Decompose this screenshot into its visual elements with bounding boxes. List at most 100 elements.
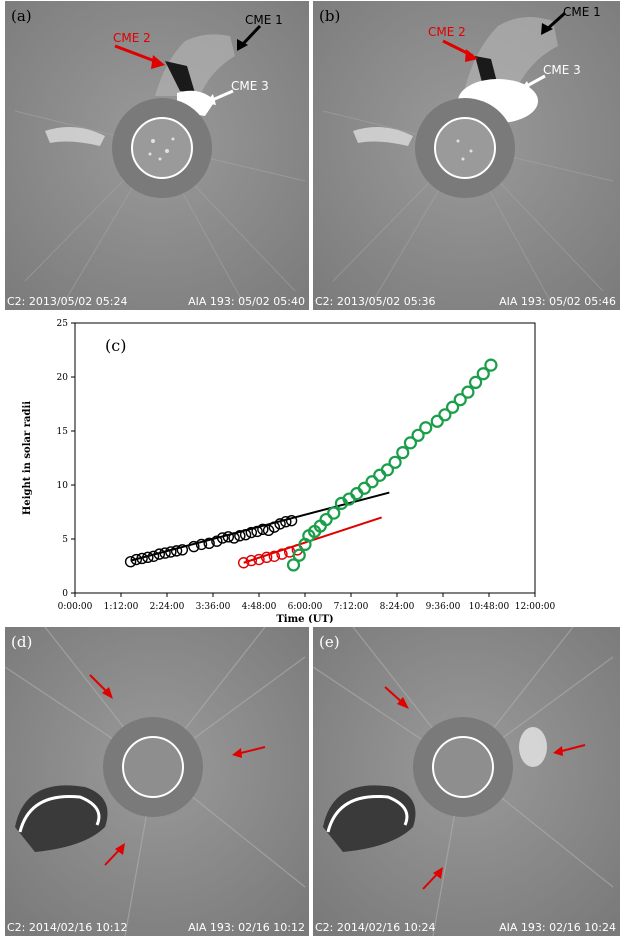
data-point [357,481,372,495]
data-point [396,446,410,460]
data-point [234,530,246,542]
x-tick-label: 8:24:00 [380,602,415,612]
annotation-cme3-b: CME 3 [543,63,581,77]
panel-label-c: (c) [105,336,126,355]
chart-svg: 0:00:00 1:12:00 2:24:00 3:36:00 4:48:00 6:00:… [22,319,556,625]
coronagraph-image-a [5,1,309,310]
data-point [203,537,215,550]
data-point [245,554,258,567]
caption-right-d: AIA 193: 02/16 10:12 [188,921,305,934]
data-point [350,487,364,501]
data-point [268,550,281,562]
y-tick-label: 15 [57,427,69,437]
data-point [253,553,265,566]
data-point [274,518,286,530]
y-tick-label: 20 [57,373,69,383]
x-tick-label: 10:48:00 [469,602,510,612]
panel-label-e: (e) [319,633,340,651]
data-point [239,528,252,541]
data-point [245,526,258,539]
data-point [445,400,460,414]
x-tick-label: 4:48:00 [242,602,277,612]
data-point [438,408,452,422]
data-point [222,531,235,543]
data-point [216,532,229,544]
data-point [176,544,189,556]
data-point [251,525,263,538]
data-point [260,551,273,564]
x-tick-label: 9:36:00 [426,602,461,612]
caption-right-b: AIA 193: 05/02 05:46 [499,295,616,308]
data-point [280,516,292,528]
annotation-cme3-a: CME 3 [231,79,269,93]
data-point [365,475,379,489]
data-point [411,428,425,442]
data-point [237,557,250,569]
caption-right-e: AIA 193: 02/16 10:24 [499,921,616,934]
x-tick-label: 1:12:00 [104,602,139,612]
x-tick-label: 12:00:00 [515,602,556,612]
data-point [476,367,490,381]
data-point [142,551,154,564]
y-tick-label: 10 [57,481,69,491]
data-point [211,535,223,547]
x-tick-label: 6:00:00 [288,602,323,612]
data-point [286,558,301,572]
data-point [170,545,183,557]
panel-label-d: (d) [11,633,33,651]
data-point [319,512,333,527]
data-point [388,455,402,469]
data-point [268,521,281,533]
coronagraph-image-d [5,627,309,936]
caption-left-d: C2: 2014/02/16 10:12 [7,921,128,934]
data-point [262,524,275,537]
caption-left-a: C2: 2013/05/02 05:24 [7,295,128,308]
caption-left-e: C2: 2014/02/16 10:24 [315,921,436,934]
data-point [380,463,395,477]
data-point [136,552,148,565]
coronagraph-panel-d: (d) C2: 2014/02/16 10:12 AIA 193: 02/16 … [5,627,309,936]
data-point [484,358,498,372]
data-point [195,538,208,551]
data-point [285,514,298,527]
data-point [188,540,200,553]
data-point [124,555,137,568]
data-point [327,506,341,520]
data-point [257,523,269,535]
caption-left-b: C2: 2013/05/02 05:36 [315,295,436,308]
data-point [403,436,418,450]
annotation-cme2-a: CME 2 [113,31,151,45]
x-axis-label: Time (UT) [276,614,333,623]
y-axis-label: Height in solar radii [22,401,33,515]
coronagraph-image-e [313,627,620,936]
panel-label-a: (a) [11,7,32,25]
annotation-cme2-b: CME 2 [428,25,466,39]
x-tick-label: 2:24:00 [150,602,185,612]
data-point [453,393,467,407]
data-point [419,421,433,435]
caption-right-a: AIA 193: 05/02 05:40 [188,295,305,308]
coronagraph-panel-b: (b) CME 1 CME 2 CME 3 C2: 2013/05/02 05:… [313,1,620,310]
data-point [228,532,240,544]
data-point [159,547,171,559]
coronagraph-panel-a: (a) CME 1 CME 2 CME 3 C2: 2013/05/02 05:… [5,1,309,310]
data-point [461,385,475,399]
data-point [373,468,387,482]
data-point [430,414,444,428]
data-point [276,548,288,560]
x-tick-label: 0:00:00 [58,602,93,612]
data-point [147,550,160,562]
x-tick-label: 3:36:00 [196,602,231,612]
coronagraph-image-b [313,1,620,310]
height-time-chart: 0:00:00 1:12:00 2:24:00 3:36:00 4:48:00 6:00:… [0,313,623,625]
y-tick-label: 25 [57,319,69,329]
data-point [468,375,483,390]
y-tick-label: 0 [62,589,68,599]
data-point [292,548,306,562]
x-tick-label: 7:12:00 [334,602,369,612]
data-point [165,546,177,558]
panel-label-b: (b) [319,7,341,25]
y-tick-label: 5 [62,535,68,545]
data-point [153,548,166,560]
annotation-cme1-a: CME 1 [245,13,283,27]
